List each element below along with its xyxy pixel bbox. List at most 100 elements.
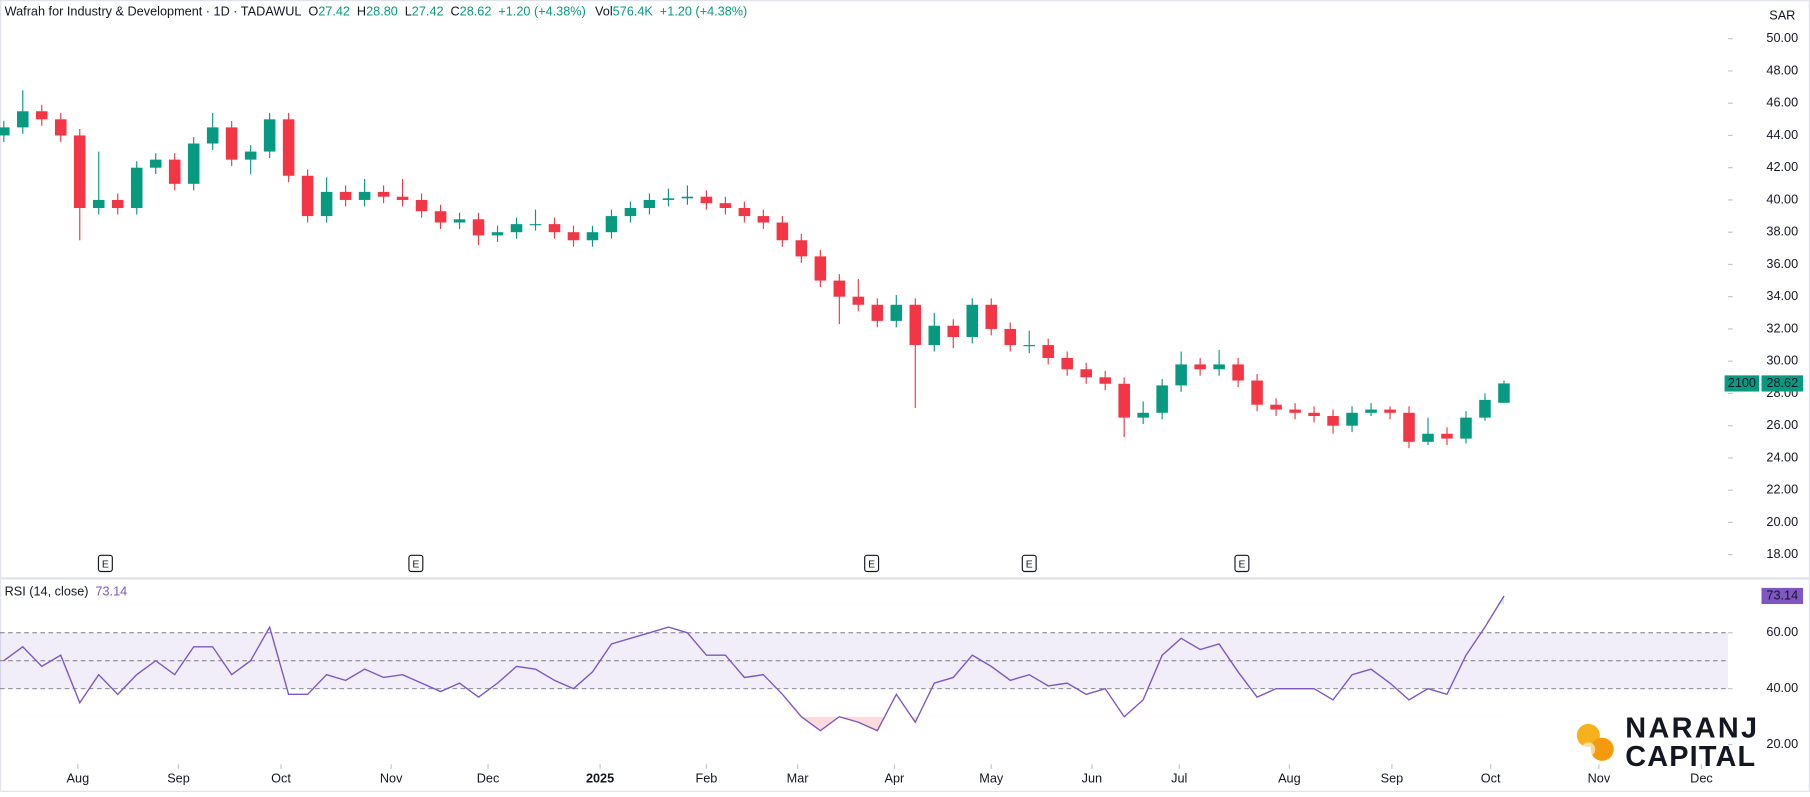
x-tick-label: Sep xyxy=(167,772,190,786)
price-label-box xyxy=(1761,375,1804,392)
candle-body xyxy=(567,232,580,241)
candle-body xyxy=(909,304,922,346)
candle-body xyxy=(1498,383,1510,403)
candle-body xyxy=(605,216,618,233)
logo-text: NARANJ xyxy=(1625,712,1759,744)
candle-body xyxy=(586,232,599,241)
candle-body xyxy=(1422,433,1434,442)
y-tick-label: 38.00 xyxy=(1766,225,1798,239)
candle-body xyxy=(890,304,903,321)
y-tick-label: 32.00 xyxy=(1766,321,1798,335)
x-tick-label: Nov xyxy=(1588,772,1611,786)
o-label: O xyxy=(308,5,318,19)
candle-body xyxy=(529,224,542,226)
candle-body xyxy=(377,191,390,197)
rsi-title: RSI (14, close) xyxy=(5,585,89,599)
price-label: 28.62 xyxy=(1766,376,1798,390)
candle-body xyxy=(1080,369,1092,378)
x-tick-label: Nov xyxy=(380,772,403,786)
x-tick-label: Aug xyxy=(67,772,90,786)
y-tick-label: 26.00 xyxy=(1766,418,1798,432)
candle-body xyxy=(1270,404,1282,410)
x-tick-label: 2025 xyxy=(586,772,614,786)
event-marker xyxy=(408,554,424,573)
candle-body xyxy=(320,191,333,217)
candle-body xyxy=(111,199,124,209)
event-marker xyxy=(1234,554,1250,573)
rsi-line xyxy=(3,595,1505,732)
y-tick-label: 22.00 xyxy=(1766,483,1798,497)
x-tick-label: Oct xyxy=(1481,772,1501,786)
candle-body xyxy=(985,304,998,329)
candle-body xyxy=(434,211,447,223)
candle-body xyxy=(149,159,162,168)
candle-body xyxy=(73,135,86,209)
candle-body xyxy=(130,167,143,209)
candle-body xyxy=(947,325,960,338)
rsi-label-box xyxy=(1761,587,1804,605)
candle-body xyxy=(1023,345,1036,347)
y-tick-label: 50.00 xyxy=(1766,31,1798,45)
candle-body xyxy=(510,224,523,233)
countdown: 2100 xyxy=(1728,376,1756,390)
y-tick-label: 34.00 xyxy=(1766,289,1798,303)
h-label: H xyxy=(357,5,366,19)
candle-body xyxy=(1194,364,1206,370)
candle-body xyxy=(1213,364,1225,370)
rsi-legend: RSI (14, close) 73.14 xyxy=(5,585,128,599)
candle-body xyxy=(1327,416,1339,426)
candle-body xyxy=(301,175,314,217)
logo-text: CAPITAL xyxy=(1625,741,1756,773)
candle-body xyxy=(1156,385,1168,413)
y-tick-label: 48.00 xyxy=(1766,63,1798,77)
candle-body xyxy=(776,222,789,241)
y-tick-label: 20.00 xyxy=(1766,515,1798,529)
x-tick-label: May xyxy=(979,772,1004,786)
candle-body xyxy=(1479,399,1491,418)
candle-body xyxy=(36,111,48,120)
y-tick-label: 30.00 xyxy=(1766,354,1798,368)
candle-body xyxy=(1137,412,1149,418)
candle-body xyxy=(17,111,29,128)
legend-header: Wafrah for Industry & Development · 1D ·… xyxy=(5,5,748,19)
x-tick-label: Jul xyxy=(1171,772,1187,786)
candle-body xyxy=(871,304,884,321)
candle-body xyxy=(1460,417,1472,439)
candle-body xyxy=(700,196,713,204)
candle-body xyxy=(852,296,865,305)
event-marker xyxy=(864,554,880,573)
logo: NARANJ CAPITAL xyxy=(1576,712,1759,773)
l-value: 27.42 xyxy=(412,5,444,19)
event-label: E xyxy=(1238,559,1245,570)
vol-change: +1.20 (+4.38%) xyxy=(660,5,747,19)
event-marker xyxy=(97,554,113,573)
candle-body xyxy=(187,143,200,184)
candle-body xyxy=(453,219,466,223)
x-tick-label: Dec xyxy=(1690,772,1713,786)
candle-body xyxy=(472,219,485,236)
candle-body xyxy=(624,208,637,217)
y-tick-label: 44.00 xyxy=(1766,128,1798,142)
candle-body xyxy=(548,224,561,233)
y-tick-label: 40.00 xyxy=(1766,681,1798,695)
x-tick-label: Oct xyxy=(271,772,291,786)
event-label: E xyxy=(868,559,875,570)
y-tick-label: 36.00 xyxy=(1766,257,1798,271)
candle-body xyxy=(662,198,675,200)
candle-body xyxy=(54,119,67,136)
y-tick-label: 42.00 xyxy=(1766,160,1798,174)
candle-body xyxy=(1441,433,1453,439)
y-tick-label: 60.00 xyxy=(1766,625,1798,639)
y-tick-label: 24.00 xyxy=(1766,450,1798,464)
candle-body xyxy=(1175,364,1187,386)
x-tick-label: Sep xyxy=(1381,772,1404,786)
countdown-box xyxy=(1724,375,1760,392)
candle-body xyxy=(415,199,428,212)
candle-body xyxy=(92,199,105,209)
candle-body xyxy=(1251,380,1263,405)
candle-body xyxy=(1099,377,1111,384)
candle-body xyxy=(1308,412,1320,417)
candle-body xyxy=(491,232,504,236)
candle-body xyxy=(1346,412,1358,426)
